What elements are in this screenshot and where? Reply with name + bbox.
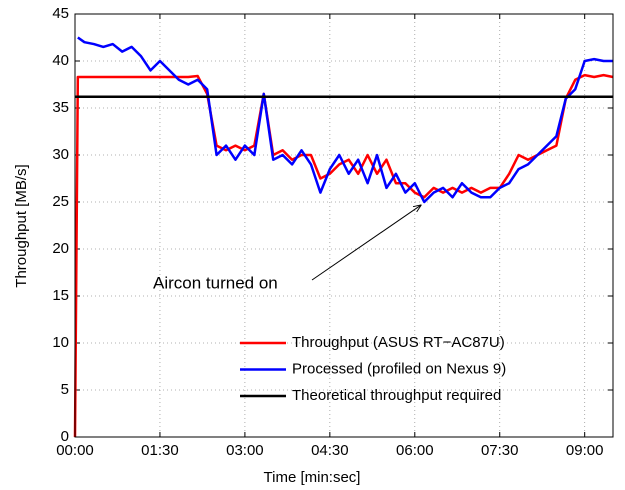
plot-frame	[74, 13, 614, 438]
y-tick-label: 45	[52, 5, 69, 22]
x-tick-label: 06:00	[396, 442, 434, 459]
y-tick-label: 10	[52, 334, 69, 351]
y-tick-label: 20	[52, 240, 69, 257]
y-tick-label: 40	[52, 52, 69, 69]
x-tick-label: 04:30	[311, 442, 349, 459]
x-tick-label: 01:30	[141, 442, 179, 459]
y-tick-label: 5	[61, 381, 69, 398]
y-tick-label: 30	[52, 146, 69, 163]
y-tick-label: 25	[52, 193, 69, 210]
y-axis-label: Throughput [MB/s]	[13, 164, 30, 287]
x-tick-label: 03:00	[226, 442, 264, 459]
legend-label: Processed (profiled on Nexus 9)	[292, 360, 506, 377]
series-line	[77, 36, 613, 204]
x-axis-label: Time [min:sec]	[264, 469, 361, 486]
y-tick-label: 0	[61, 428, 69, 445]
x-tick-label: 07:30	[481, 442, 519, 459]
annotation-arrow	[311, 205, 421, 281]
annotation-text: Aircon turned on	[153, 273, 278, 292]
plot-area	[75, 14, 613, 437]
y-tick-label: 35	[52, 99, 69, 116]
x-tick-label: 00:00	[56, 442, 94, 459]
x-tick-label: 09:00	[566, 442, 604, 459]
y-tick-label: 15	[52, 287, 69, 304]
legend-label: Theoretical throughput required	[292, 387, 501, 404]
legend-label: Throughput (ASUS RT−AC87U)	[292, 334, 505, 351]
series-line	[73, 73, 614, 438]
